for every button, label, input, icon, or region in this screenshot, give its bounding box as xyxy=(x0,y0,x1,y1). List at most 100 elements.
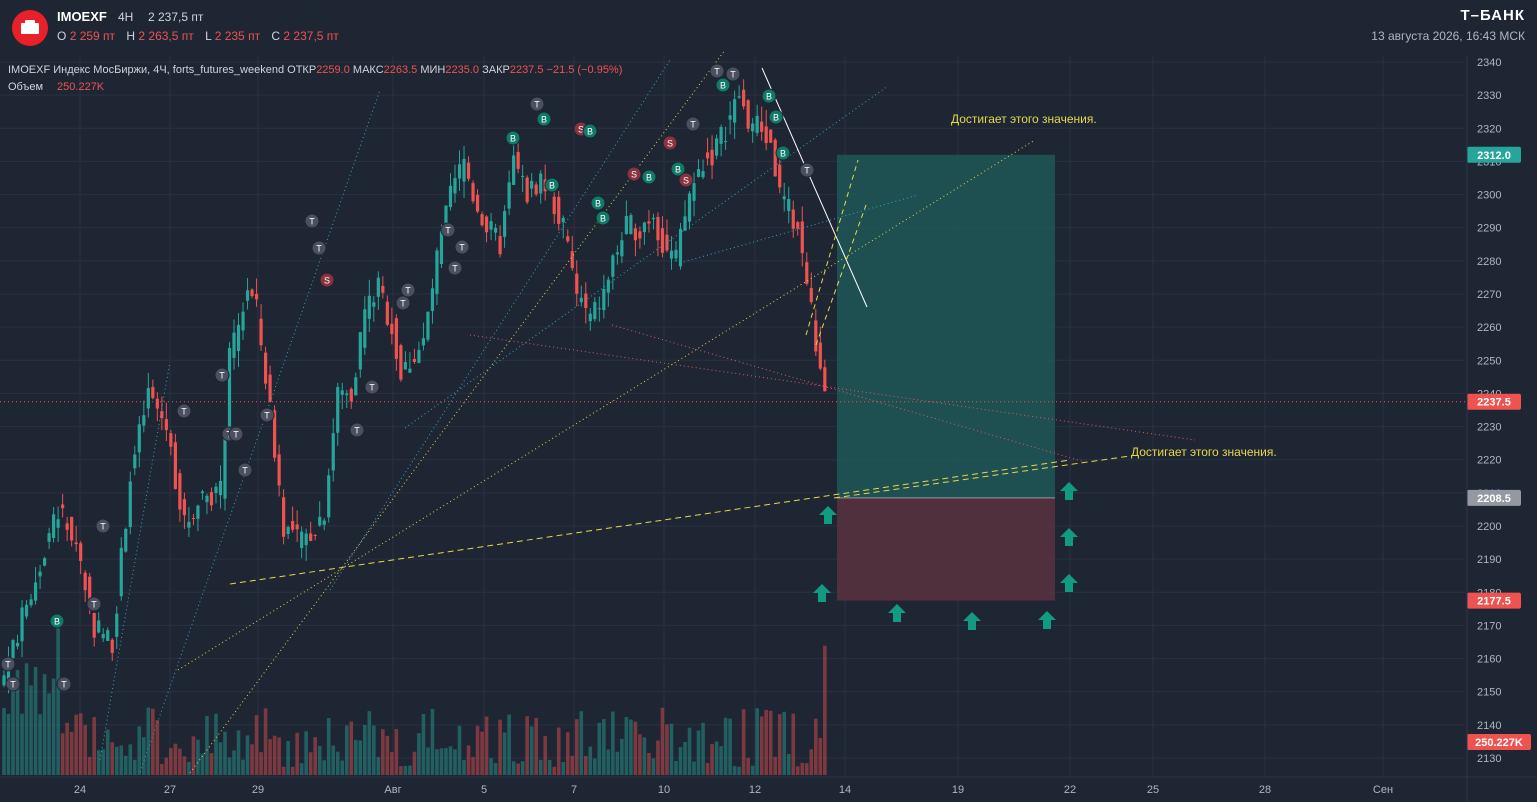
candle-body xyxy=(575,273,579,294)
trade-marker[interactable] xyxy=(176,403,192,419)
candle-body xyxy=(300,531,304,548)
candle-body xyxy=(137,424,141,453)
candle-body xyxy=(656,216,660,241)
trade-marker[interactable] xyxy=(505,130,521,146)
trade-marker-label: B xyxy=(541,115,547,125)
trade-marker[interactable] xyxy=(237,462,253,478)
trade-marker[interactable] xyxy=(685,116,701,132)
trade-marker[interactable] xyxy=(95,518,111,534)
trade-marker[interactable] xyxy=(228,426,244,442)
x-tick-label: 10 xyxy=(658,784,670,796)
candle-body xyxy=(778,164,782,188)
volume-bar xyxy=(633,721,638,775)
trade-marker-label: T xyxy=(233,430,239,440)
trade-marker-label: B xyxy=(720,81,726,91)
trade-marker[interactable] xyxy=(0,656,16,672)
trade-marker[interactable] xyxy=(595,210,611,226)
candle-body xyxy=(421,338,426,346)
trade-marker-label: T xyxy=(264,411,270,421)
trade-marker[interactable] xyxy=(590,195,606,211)
ohlc-open-label: O xyxy=(57,29,67,43)
trade-marker-label: T xyxy=(452,264,458,274)
trade-marker[interactable] xyxy=(768,109,784,125)
volume-bar xyxy=(547,759,552,775)
trade-marker[interactable] xyxy=(5,676,21,692)
trade-marker-label: T xyxy=(730,70,736,80)
candle-body xyxy=(602,288,606,311)
candle-body xyxy=(534,184,538,195)
trade-marker[interactable] xyxy=(454,239,470,255)
trade-marker[interactable] xyxy=(311,240,327,256)
volume-bar xyxy=(453,749,457,775)
trade-marker[interactable] xyxy=(799,162,815,178)
trade-marker[interactable] xyxy=(364,379,380,395)
candle-body xyxy=(448,185,453,208)
trade-marker[interactable] xyxy=(49,613,65,629)
trade-marker[interactable] xyxy=(440,222,456,238)
trade-marker[interactable] xyxy=(349,422,365,438)
series-legend: IMOEXF Индекс МосБиржи, 4Ч, forts_future… xyxy=(8,64,622,76)
candle-body xyxy=(769,129,773,143)
trade-marker-label: T xyxy=(242,466,248,476)
trade-marker[interactable] xyxy=(626,166,642,182)
trade-marker[interactable] xyxy=(678,172,694,188)
candle-body xyxy=(6,661,11,684)
trade-marker[interactable] xyxy=(725,66,741,82)
trade-marker[interactable] xyxy=(536,111,552,127)
volume-bar xyxy=(660,707,665,775)
trade-marker[interactable] xyxy=(709,63,725,79)
trade-marker[interactable] xyxy=(662,135,678,151)
volume-bar xyxy=(277,737,281,775)
trade-marker[interactable] xyxy=(319,272,335,288)
volume-bar xyxy=(187,761,191,775)
trade-marker[interactable] xyxy=(761,88,777,104)
candle-body xyxy=(390,323,394,335)
volume-bar xyxy=(218,742,223,775)
volume-bar xyxy=(114,746,119,775)
y-tick-label: 2160 xyxy=(1477,654,1501,666)
trade-marker[interactable] xyxy=(86,596,102,612)
volume-bar xyxy=(674,760,678,775)
price-axis-badge-text: 2312.0 xyxy=(1477,150,1511,162)
trade-marker[interactable] xyxy=(259,407,275,423)
trade-marker[interactable] xyxy=(304,213,320,229)
volume-bar xyxy=(295,732,299,775)
legend-close-label: ЗАКР xyxy=(482,64,510,76)
trade-marker-label: T xyxy=(690,120,696,130)
trade-marker[interactable] xyxy=(715,77,731,93)
trade-marker[interactable] xyxy=(56,676,72,692)
candle-body xyxy=(155,398,159,409)
candle-body xyxy=(453,178,457,194)
volume-bar xyxy=(335,751,340,775)
volume-bar xyxy=(507,714,511,775)
breakout-line-1 xyxy=(805,159,859,336)
candle-body xyxy=(295,524,299,530)
volume-bar xyxy=(182,756,187,775)
trade-marker[interactable] xyxy=(529,96,545,112)
ticker-symbol[interactable]: IMOEXF xyxy=(57,9,107,24)
trade-marker[interactable] xyxy=(641,169,657,185)
up-arrow-icon xyxy=(1038,611,1056,629)
trade-marker[interactable] xyxy=(214,367,230,383)
trade-marker[interactable] xyxy=(447,260,463,276)
fast-rising-line xyxy=(139,89,381,773)
trade-marker[interactable] xyxy=(582,123,598,139)
trade-marker-label: B xyxy=(54,617,60,627)
candle-body xyxy=(133,454,137,469)
trade-marker[interactable] xyxy=(544,177,560,193)
candle-body xyxy=(2,675,6,686)
candle-body xyxy=(232,332,236,358)
trade-marker[interactable] xyxy=(395,295,411,311)
timeframe[interactable]: 4H xyxy=(118,10,134,24)
volume-bar xyxy=(692,761,696,775)
price-axis-badge xyxy=(1467,146,1521,163)
volume-bar xyxy=(516,763,520,775)
candle-body xyxy=(566,236,570,242)
trade-marker-label: S xyxy=(578,125,584,135)
trade-marker[interactable] xyxy=(670,161,686,177)
trade-marker[interactable] xyxy=(400,282,416,298)
volume-bar xyxy=(782,711,787,775)
trade-marker[interactable] xyxy=(775,145,791,161)
volume-bar xyxy=(475,725,480,775)
